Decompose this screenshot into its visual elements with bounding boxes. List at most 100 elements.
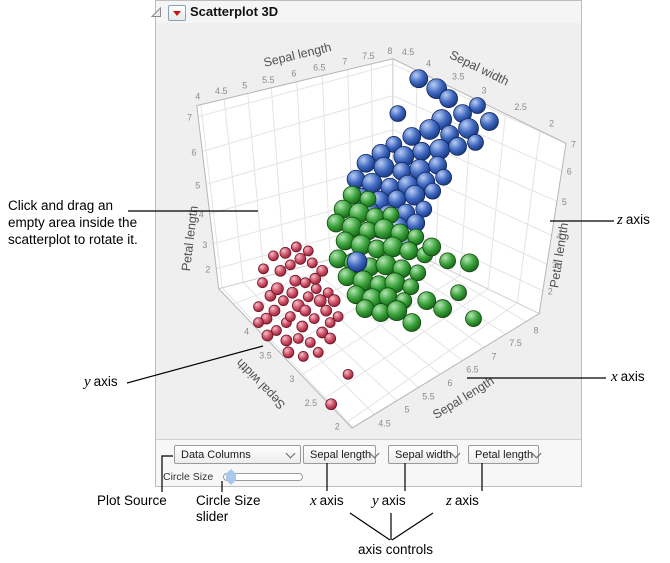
axis-tick-label: 4 <box>199 210 204 220</box>
z-axis-dropdown[interactable]: Petal length <box>468 445 542 464</box>
circle-size-slider[interactable] <box>223 473 303 481</box>
data-point-setosa-red[interactable] <box>268 304 281 317</box>
panel-title-bar: Scatterplot 3D <box>151 1 581 24</box>
data-point-versicolor-green[interactable] <box>439 252 456 270</box>
data-point-setosa-red[interactable] <box>316 326 329 339</box>
data-point-setosa-red[interactable] <box>274 264 287 277</box>
callout-plot-source: Plot Source <box>97 493 167 508</box>
data-point-setosa-red[interactable] <box>316 264 329 277</box>
axis-tick-label: 3 <box>202 240 207 250</box>
data-point-setosa-red[interactable] <box>279 247 292 259</box>
x-axis-dropdown[interactable]: Sepal length <box>303 445 380 464</box>
data-point-virginica-blue[interactable] <box>419 119 441 140</box>
data-point-versicolor-green[interactable] <box>402 313 422 332</box>
data-point-versicolor-green[interactable] <box>465 310 482 327</box>
data-point-virginica-blue[interactable] <box>409 69 429 89</box>
data-point-setosa-red[interactable] <box>299 277 311 289</box>
data-point-setosa-red[interactable] <box>284 311 296 322</box>
data-point-virginica-blue[interactable] <box>439 89 458 108</box>
data-point-versicolor-green[interactable] <box>402 278 420 296</box>
data-point-setosa-red[interactable] <box>308 313 320 324</box>
data-point-setosa-red[interactable] <box>313 294 327 308</box>
data-point-setosa-red[interactable] <box>306 257 318 269</box>
y-axis-dropdown[interactable]: Sepal width <box>388 445 461 464</box>
axis-tick-label: 5 <box>562 197 567 207</box>
slider-thumb[interactable] <box>226 469 236 485</box>
data-point-setosa-red[interactable] <box>271 325 282 336</box>
data-point-setosa-red[interactable] <box>278 295 289 307</box>
axis-tick-label: 7 <box>491 351 496 361</box>
data-point-setosa-red[interactable] <box>309 272 322 285</box>
data-point-setosa-red[interactable] <box>299 304 312 317</box>
data-point-versicolor-green[interactable] <box>382 236 404 258</box>
data-point-setosa-red[interactable] <box>304 337 316 348</box>
data-point-setosa-red[interactable] <box>292 333 304 344</box>
data-point-versicolor-green[interactable] <box>386 300 408 321</box>
gridline <box>206 129 394 185</box>
data-point-versicolor-green[interactable] <box>460 253 479 273</box>
data-point-virginica-blue[interactable] <box>469 97 486 114</box>
data-point-setosa-red[interactable] <box>322 287 334 299</box>
scatterplot-3d-plot-area[interactable]: 4 4.5 5 5.5 6 6.5 7 7.5 8 4.5 5 5.5 6 6.5 7 7.5 8 4.5 4 3.5… <box>156 23 581 439</box>
data-point-setosa-red[interactable] <box>312 347 324 358</box>
data-point-setosa-red[interactable] <box>332 311 344 322</box>
data-point-setosa-red[interactable] <box>271 282 284 296</box>
data-point-virginica-blue[interactable] <box>412 142 432 161</box>
data-point-setosa-red[interactable] <box>325 398 338 411</box>
data-point-virginica-blue[interactable] <box>424 182 442 200</box>
data-point-versicolor-green[interactable] <box>433 299 453 318</box>
data-point-virginica-blue[interactable] <box>435 168 453 186</box>
data-point-setosa-red[interactable] <box>342 368 354 380</box>
data-point-setosa-red[interactable] <box>296 320 309 333</box>
data-point-setosa-red[interactable] <box>280 334 293 347</box>
data-point-versicolor-green[interactable] <box>422 237 442 257</box>
callout-axis-controls: axis controls <box>358 542 434 557</box>
data-point-setosa-red[interactable] <box>297 351 309 362</box>
data-point-setosa-red[interactable] <box>253 301 264 313</box>
data-point-virginica-blue[interactable] <box>389 105 407 122</box>
data-point-setosa-red[interactable] <box>286 286 299 299</box>
data-point-setosa-red[interactable] <box>282 346 295 359</box>
data-point-virginica-blue[interactable] <box>415 200 433 218</box>
data-point-virginica-blue-outlier[interactable] <box>346 251 368 273</box>
callout-rotate-hint: Click and drag an empty area inside the … <box>8 197 138 248</box>
disclosure-triangle-icon[interactable] <box>151 7 162 18</box>
data-point-setosa-red[interactable] <box>320 304 333 317</box>
axis-tick-label: 4 <box>426 59 431 69</box>
data-point-setosa-red[interactable] <box>261 329 274 342</box>
data-point-virginica-blue[interactable] <box>356 153 376 173</box>
data-point-setosa-red[interactable] <box>258 263 269 275</box>
data-point-setosa-red[interactable] <box>324 332 337 345</box>
data-point-versicolor-green[interactable] <box>417 291 437 311</box>
data-point-versicolor-green[interactable] <box>355 299 375 318</box>
data-point-virginica-blue[interactable] <box>402 127 422 146</box>
data-point-versicolor-green[interactable] <box>350 234 372 256</box>
data-point-versicolor-green[interactable] <box>375 254 397 276</box>
data-point-setosa-red[interactable] <box>289 274 302 287</box>
data-point-versicolor-green[interactable] <box>450 284 467 302</box>
data-point-versicolor-green[interactable] <box>373 218 395 240</box>
data-point-setosa-red[interactable] <box>310 283 322 295</box>
data-point-setosa-red[interactable] <box>324 317 336 328</box>
data-point-virginica-blue[interactable] <box>448 137 467 156</box>
data-point-versicolor-green[interactable] <box>359 190 377 208</box>
data-point-virginica-blue[interactable] <box>404 184 426 206</box>
data-point-setosa-red[interactable] <box>290 241 302 253</box>
data-point-setosa-red[interactable] <box>253 317 264 328</box>
data-point-setosa-red[interactable] <box>257 277 268 289</box>
data-point-setosa-red[interactable] <box>327 294 341 308</box>
data-point-setosa-red[interactable] <box>294 252 307 265</box>
data-point-virginica-blue[interactable] <box>467 134 484 151</box>
red-triangle-menu-button[interactable] <box>168 5 186 21</box>
chevron-down-icon <box>450 448 461 458</box>
data-point-versicolor-green[interactable] <box>409 264 427 282</box>
data-point-setosa-red[interactable] <box>302 245 314 257</box>
data-point-virginica-blue[interactable] <box>480 112 499 131</box>
data-point-setosa-red[interactable] <box>302 291 314 303</box>
data-point-setosa-red[interactable] <box>284 259 296 271</box>
axis-tick-label: 5.5 <box>422 391 434 401</box>
scatterplot-3d-svg[interactable]: 4 4.5 5 5.5 6 6.5 7 7.5 8 4.5 5 5.5 6 6.5 7 7.5 8 4.5 4 3.5… <box>156 23 581 439</box>
data-point-versicolor-green[interactable] <box>399 241 419 261</box>
plot-source-dropdown[interactable]: Data Columns <box>174 445 301 464</box>
data-point-setosa-red[interactable] <box>268 250 279 262</box>
